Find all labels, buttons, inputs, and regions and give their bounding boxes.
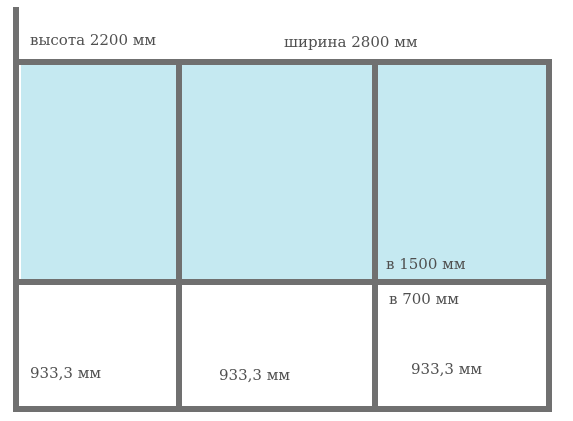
glass-pane-top-middle (182, 65, 372, 279)
width-label: ширина 2800 мм (284, 33, 418, 51)
frame-mullion-1 (176, 59, 182, 412)
top-section-height-label: в 1500 мм (386, 255, 466, 273)
column-width-label-3: 933,3 мм (411, 360, 483, 378)
column-width-label-2: 933,3 мм (219, 366, 291, 384)
frame-top-rail (13, 59, 552, 65)
frame-bottom-rail (13, 406, 552, 412)
bottom-section-height-label: в 700 мм (389, 290, 459, 308)
glass-pane-top-right (378, 65, 546, 279)
height-label: высота 2200 мм (30, 31, 157, 49)
column-width-label-1: 933,3 мм (30, 364, 102, 382)
frame-right-post (546, 59, 552, 412)
glass-pane-top-left (21, 65, 176, 279)
frame-middle-rail (13, 279, 552, 285)
frame-mullion-2 (372, 59, 378, 412)
frame-left-post (13, 7, 19, 412)
